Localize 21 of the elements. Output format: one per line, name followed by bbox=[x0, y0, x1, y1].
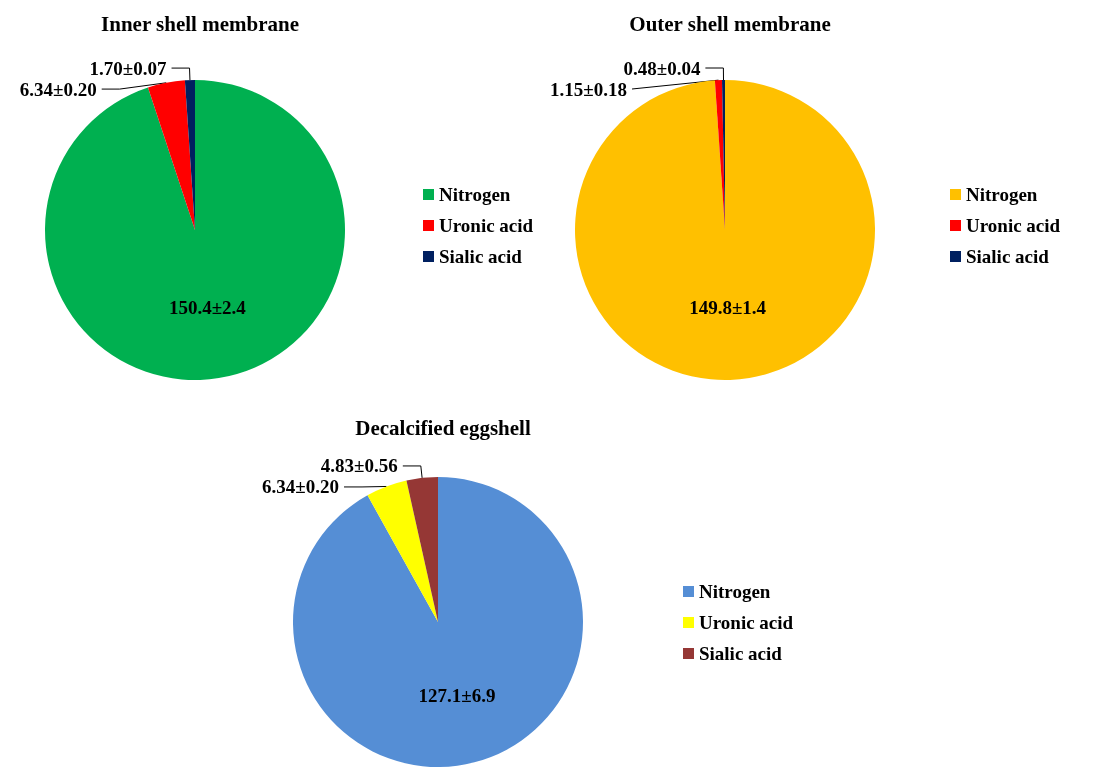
data-label: 127.1±6.9 bbox=[418, 684, 496, 706]
data-label: 6.34±0.20 bbox=[262, 476, 340, 498]
legend-label: Sialic acid bbox=[439, 246, 523, 267]
chart-title: Decalcified eggshell bbox=[355, 415, 531, 440]
legend-label: Uronic acid bbox=[699, 612, 794, 633]
data-label: 149.8±1.4 bbox=[689, 297, 767, 319]
data-label: 6.34±0.20 bbox=[19, 78, 97, 100]
legend-label: Nitrogen bbox=[699, 581, 771, 602]
legend-label: Nitrogen bbox=[966, 184, 1038, 205]
legend-label: Uronic acid bbox=[966, 215, 1061, 236]
data-label: 1.15±0.18 bbox=[550, 78, 628, 100]
legend-label: Sialic acid bbox=[966, 246, 1050, 267]
chart-title: Outer shell membrane bbox=[629, 11, 831, 36]
legend-label: Nitrogen bbox=[439, 184, 511, 205]
legend-label: Sialic acid bbox=[699, 643, 783, 664]
data-label: 0.48±0.04 bbox=[623, 57, 701, 79]
data-label: 150.4±2.4 bbox=[168, 296, 247, 318]
chart-title: Inner shell membrane bbox=[101, 11, 299, 36]
data-label: 1.70±0.07 bbox=[89, 57, 168, 79]
data-label: 4.83±0.56 bbox=[320, 455, 398, 477]
legend-label: Uronic acid bbox=[439, 215, 534, 236]
